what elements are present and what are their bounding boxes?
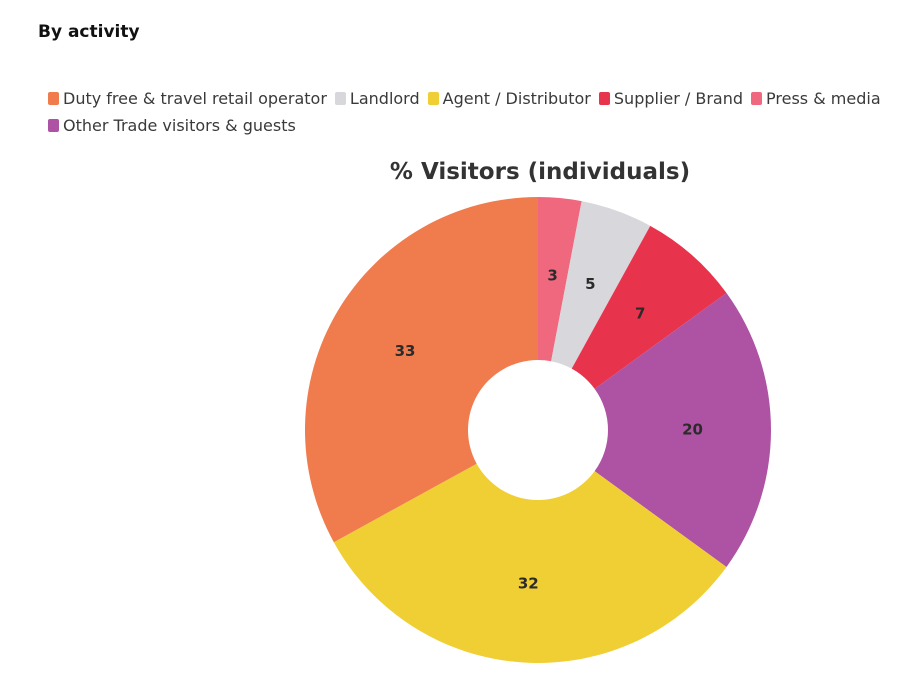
slice-labels-layer: 3 5 7 20 32 33 xyxy=(395,267,703,593)
legend-label: Agent / Distributor xyxy=(442,89,591,108)
legend-swatch xyxy=(48,92,59,105)
slice-duty-free-travel-retail-operator[interactable] xyxy=(305,197,538,543)
legend-swatch xyxy=(334,92,346,105)
legend-item-agent-distributor[interactable]: Agent / Distributor xyxy=(427,89,591,108)
chart-title: % Visitors (individuals) xyxy=(390,159,690,185)
legend-swatch xyxy=(751,92,763,105)
slice-agent-distributor[interactable] xyxy=(333,463,727,663)
chart-legend: Duty free & travel retail operator Landl… xyxy=(48,89,898,135)
slice-value-label: 20 xyxy=(682,421,703,439)
legend-label: Press & media xyxy=(766,89,881,108)
slice-value-label: 3 xyxy=(547,267,557,285)
legend-swatch xyxy=(427,92,439,105)
legend-swatch xyxy=(48,119,59,132)
legend-item-supplier-brand[interactable]: Supplier / Brand xyxy=(598,89,744,108)
legend-item-other-trade[interactable]: Other Trade visitors & guests xyxy=(48,116,296,135)
slice-other-trade-visitors-guests[interactable] xyxy=(594,293,771,567)
legend-item-duty-free[interactable]: Duty free & travel retail operator xyxy=(48,89,327,108)
legend-label: Duty free & travel retail operator xyxy=(63,89,327,108)
slice-value-label: 5 xyxy=(585,275,595,293)
slices-layer xyxy=(305,197,771,663)
legend-item-landlord[interactable]: Landlord xyxy=(334,89,420,108)
legend-label: Supplier / Brand xyxy=(613,89,744,108)
legend-item-press-media[interactable]: Press & media xyxy=(751,89,881,108)
slice-value-label: 7 xyxy=(635,305,645,323)
slice-landlord[interactable] xyxy=(551,201,651,369)
section-title: By activity xyxy=(38,22,140,42)
slice-press-media[interactable] xyxy=(538,197,582,362)
slice-value-label: 33 xyxy=(395,342,416,360)
slice-value-label: 32 xyxy=(518,575,539,593)
legend-swatch xyxy=(598,92,610,105)
legend-label: Landlord xyxy=(349,89,420,108)
legend-label: Other Trade visitors & guests xyxy=(63,116,296,135)
slice-supplier-brand[interactable] xyxy=(571,225,727,389)
